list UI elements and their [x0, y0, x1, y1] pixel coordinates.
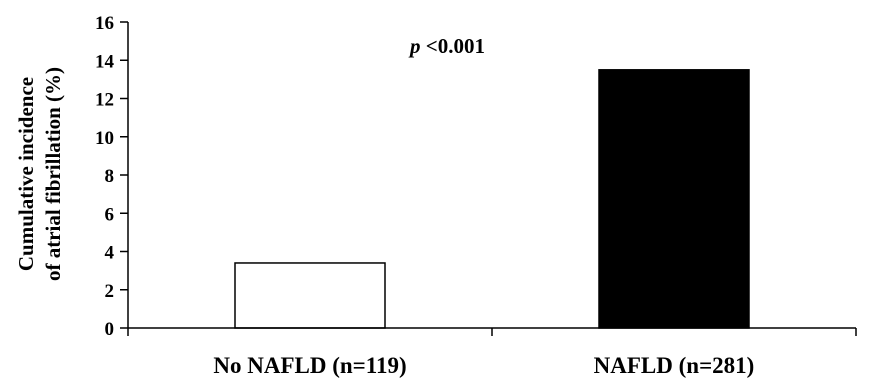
- x-category-label: NAFLD (n=281): [594, 353, 755, 378]
- p-value-symbol: p: [408, 34, 421, 58]
- y-axis-title-line-1: Cumulative incidence: [14, 77, 38, 271]
- p-value-annotation: p <0.001: [408, 34, 485, 58]
- plot-area: 0 2 4 6 8 10 12 14 16 No NAFLD (n=119) NAFLD (n=28…: [95, 13, 857, 378]
- y-tick-label: 8: [105, 166, 115, 187]
- x-category-label: No NAFLD (n=119): [213, 353, 406, 378]
- bar: [598, 69, 750, 329]
- y-tick-label: 0: [105, 319, 115, 340]
- y-tick-label: 16: [95, 13, 114, 34]
- y-tick-label: 4: [105, 243, 115, 264]
- y-tick-label: 6: [105, 204, 115, 225]
- y-tick-label: 12: [95, 90, 114, 111]
- y-tick-label: 10: [95, 128, 114, 149]
- y-axis-title-line-2: of atrial fibrillation (%): [41, 67, 65, 281]
- p-value-text: <0.001: [421, 34, 485, 58]
- y-axis-title: Cumulative incidence of atrial fibrillat…: [14, 67, 65, 281]
- y-tick-label: 14: [95, 51, 115, 72]
- bar: [234, 262, 386, 329]
- y-tick-label: 2: [105, 281, 115, 302]
